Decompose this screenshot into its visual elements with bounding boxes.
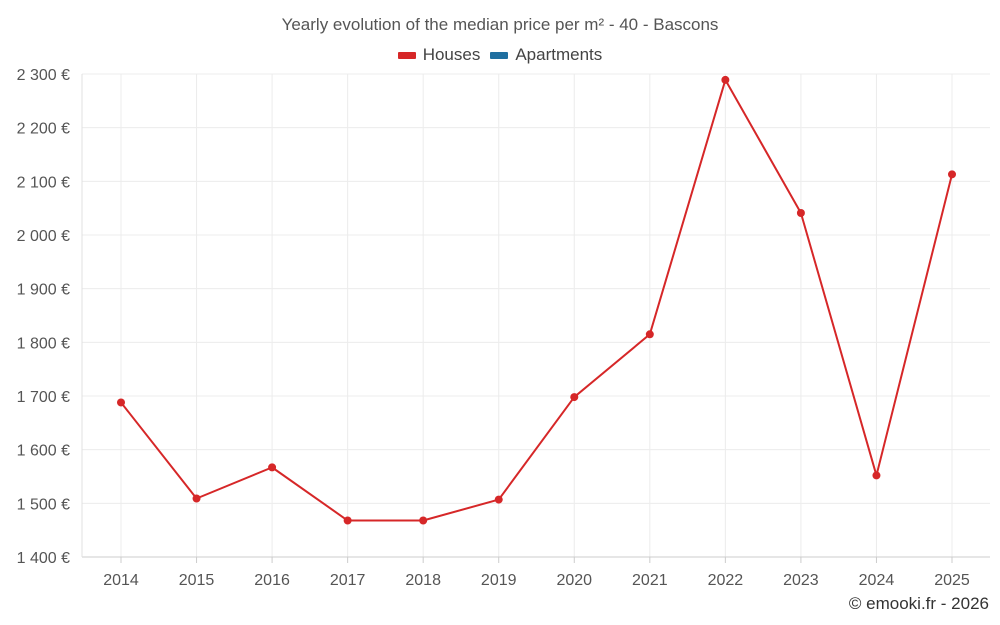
x-tick-label: 2015 bbox=[179, 572, 215, 589]
x-tick-label: 2019 bbox=[481, 572, 517, 589]
x-tick-label: 2021 bbox=[632, 572, 668, 589]
data-point-houses bbox=[343, 516, 352, 525]
data-point-houses bbox=[948, 170, 956, 179]
legend-swatch-apartments bbox=[490, 51, 509, 59]
x-tick-label: 2014 bbox=[103, 572, 139, 589]
legend-label-houses: Houses bbox=[422, 45, 481, 64]
y-tick-label: 1 700 € bbox=[17, 389, 70, 406]
data-point-houses bbox=[570, 393, 579, 402]
y-tick-label: 1 900 € bbox=[17, 282, 70, 299]
y-tick-label: 2 000 € bbox=[17, 228, 70, 245]
x-tick-label: 2020 bbox=[556, 572, 592, 589]
x-tick-label: 2024 bbox=[859, 572, 895, 589]
credit-text: © emooki.fr - 2026 bbox=[848, 594, 989, 613]
data-point-houses bbox=[268, 463, 277, 472]
x-tick-label: 2025 bbox=[934, 572, 970, 589]
legend-swatch-houses bbox=[397, 51, 416, 59]
x-tick-label: 2023 bbox=[783, 572, 819, 589]
legend: Houses Apartments bbox=[0, 45, 1000, 65]
data-point-houses bbox=[721, 75, 730, 84]
y-tick-label: 1 600 € bbox=[17, 443, 70, 460]
y-tick-label: 1 500 € bbox=[17, 496, 70, 513]
legend-item-houses[interactable]: Houses bbox=[397, 45, 481, 65]
x-tick-label: 2017 bbox=[330, 572, 366, 589]
y-tick-label: 2 100 € bbox=[17, 174, 70, 191]
legend-item-apartments[interactable]: Apartments bbox=[490, 45, 602, 65]
x-tick-label: 2016 bbox=[254, 572, 290, 589]
data-point-houses bbox=[117, 398, 125, 407]
legend-label-apartments: Apartments bbox=[515, 45, 603, 64]
x-tick-label: 2022 bbox=[708, 572, 744, 589]
data-point-houses bbox=[494, 495, 503, 504]
y-tick-label: 1 400 € bbox=[17, 550, 70, 567]
series-line-houses bbox=[120, 78, 953, 522]
data-point-houses bbox=[872, 471, 881, 480]
data-point-houses bbox=[796, 208, 805, 217]
data-point-houses bbox=[192, 494, 201, 503]
x-tick-label: 2018 bbox=[405, 572, 441, 589]
chart-title: Yearly evolution of the median price per… bbox=[281, 15, 719, 34]
data-point-houses bbox=[645, 330, 654, 339]
y-tick-label: 2 300 € bbox=[17, 67, 70, 84]
y-tick-label: 2 200 € bbox=[17, 121, 70, 138]
y-tick-label: 1 800 € bbox=[17, 335, 70, 352]
data-point-houses bbox=[419, 516, 428, 525]
